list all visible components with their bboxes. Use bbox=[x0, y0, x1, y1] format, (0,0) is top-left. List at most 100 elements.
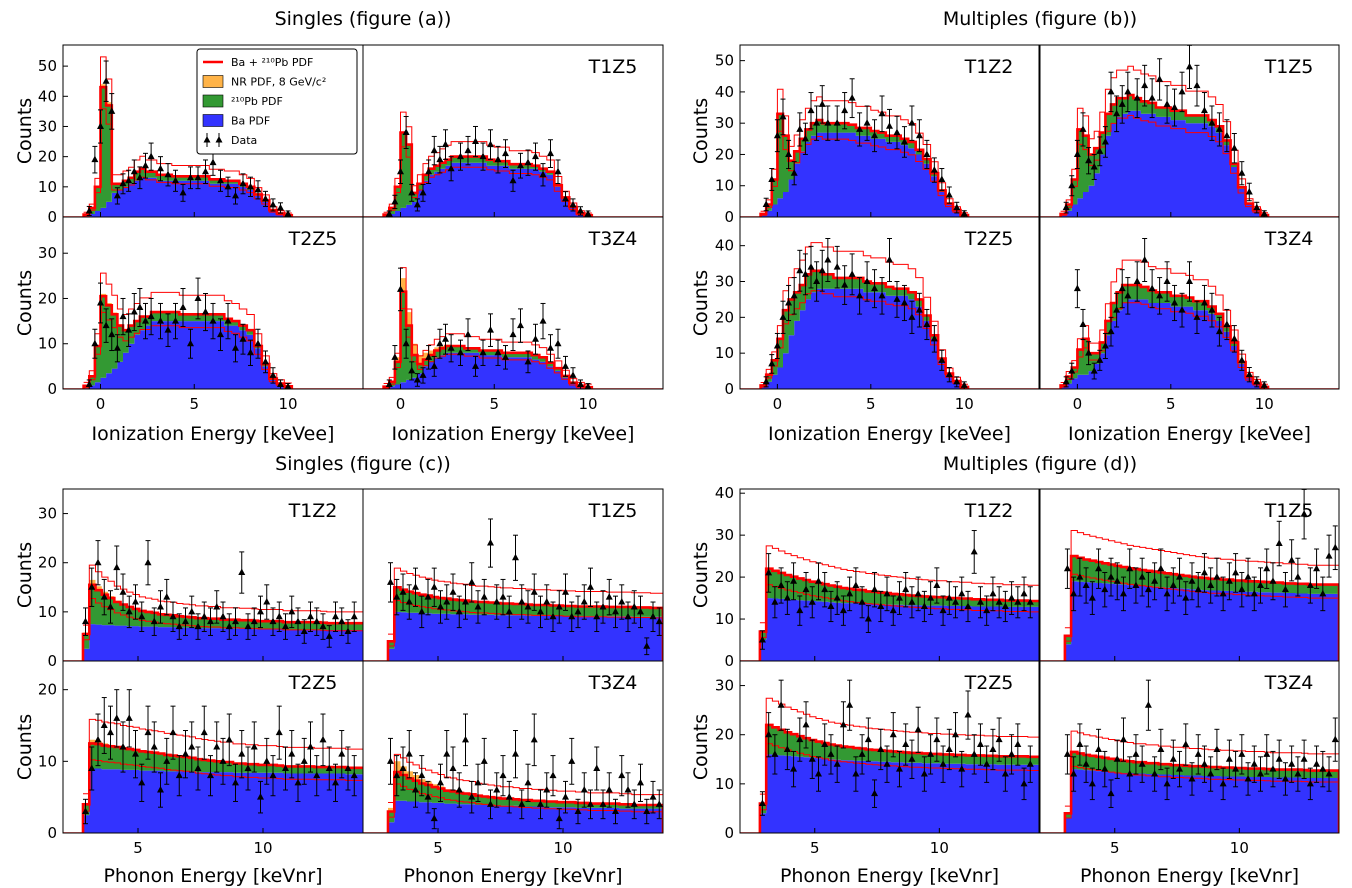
data-point bbox=[930, 325, 938, 353]
data-point bbox=[300, 619, 308, 644]
data-marker bbox=[412, 786, 419, 793]
data-point bbox=[147, 142, 155, 171]
data-point bbox=[269, 367, 277, 384]
data-marker bbox=[119, 588, 127, 595]
data-point bbox=[893, 115, 901, 150]
data-point bbox=[549, 601, 557, 633]
data-marker bbox=[182, 750, 189, 757]
ba-pdf-fill bbox=[1064, 769, 1339, 833]
data-point bbox=[217, 318, 224, 352]
data-point bbox=[282, 746, 289, 791]
data-marker bbox=[1208, 119, 1216, 126]
data-marker bbox=[824, 119, 832, 126]
panel-label: T2Z5 bbox=[288, 228, 338, 250]
total-pdf-upper-envelope bbox=[383, 111, 592, 214]
data-point bbox=[1088, 767, 1096, 801]
data-point bbox=[517, 152, 524, 179]
data-point bbox=[408, 183, 416, 202]
data-marker bbox=[1232, 568, 1240, 576]
legend-label: Ba + ²¹⁰Pb PDF bbox=[231, 56, 313, 69]
data-point bbox=[612, 798, 619, 825]
data-marker bbox=[824, 256, 832, 263]
data-marker bbox=[802, 720, 810, 728]
data-point bbox=[777, 567, 785, 604]
data-point bbox=[408, 361, 416, 381]
data-point bbox=[509, 318, 517, 352]
data-point bbox=[113, 334, 121, 363]
data-marker bbox=[649, 612, 657, 620]
data-point bbox=[447, 334, 455, 363]
data-point bbox=[1269, 750, 1277, 788]
data-marker bbox=[871, 131, 879, 139]
data-marker bbox=[1193, 81, 1201, 89]
data-point bbox=[1096, 136, 1104, 167]
data-point bbox=[1148, 269, 1156, 309]
data-marker bbox=[1073, 284, 1081, 292]
figure-group-1: Singles (figure (a))T1Z201020304050T1Z5T… bbox=[14, 8, 664, 445]
data-marker bbox=[462, 598, 469, 605]
data-marker bbox=[580, 598, 588, 605]
y-tick-label: 40 bbox=[715, 83, 734, 101]
data-marker bbox=[1107, 87, 1115, 95]
data-point bbox=[1238, 734, 1246, 775]
data-point bbox=[824, 105, 832, 141]
data-marker bbox=[217, 330, 224, 338]
data-marker bbox=[821, 585, 829, 593]
data-marker bbox=[554, 339, 562, 347]
data-marker bbox=[655, 800, 663, 807]
data-point bbox=[1253, 201, 1261, 214]
data-marker bbox=[487, 800, 494, 807]
data-point bbox=[164, 313, 172, 347]
data-marker bbox=[939, 760, 947, 767]
data-marker bbox=[773, 131, 781, 139]
data-marker bbox=[773, 342, 781, 349]
data-point bbox=[350, 755, 358, 797]
data-marker bbox=[802, 585, 810, 593]
data-point bbox=[150, 607, 158, 636]
data-point bbox=[543, 584, 551, 620]
data-marker bbox=[976, 598, 984, 605]
data-marker bbox=[833, 119, 841, 126]
data-point bbox=[100, 578, 108, 616]
data-point bbox=[239, 323, 247, 355]
data-marker bbox=[796, 735, 804, 743]
data-marker bbox=[878, 291, 886, 299]
y-tick-label: 40 bbox=[715, 237, 734, 255]
figure-group-3: Singles (figure (c)) T1Z2 0 10 20 30 T1Z5 T2Z5 0… bbox=[14, 453, 664, 887]
data-point bbox=[1288, 745, 1296, 783]
data-point bbox=[762, 197, 770, 212]
data-marker bbox=[813, 119, 821, 126]
x-axis-label: Phonon Energy [keVnr] bbox=[103, 865, 322, 887]
data-marker bbox=[119, 179, 127, 187]
data-marker bbox=[399, 588, 407, 595]
data-marker bbox=[125, 714, 133, 721]
data-point bbox=[1062, 376, 1070, 388]
panel-label: T2Z5 bbox=[964, 672, 1014, 694]
data-marker bbox=[1020, 779, 1028, 787]
data-marker bbox=[877, 745, 885, 752]
data-marker bbox=[532, 152, 539, 160]
data-point bbox=[889, 712, 897, 758]
data-marker bbox=[1157, 745, 1165, 752]
data-point bbox=[771, 734, 779, 775]
data-point bbox=[1151, 756, 1159, 792]
data-marker bbox=[1250, 760, 1258, 767]
data-marker bbox=[827, 750, 835, 757]
data-point bbox=[1182, 723, 1190, 766]
data-point bbox=[569, 198, 577, 212]
data-point bbox=[801, 122, 809, 155]
data-point bbox=[107, 590, 114, 624]
ba-pdf-fill bbox=[83, 624, 363, 661]
data-marker bbox=[1230, 334, 1238, 342]
data-point bbox=[952, 712, 960, 758]
data-marker bbox=[499, 593, 507, 600]
data-point bbox=[952, 586, 960, 619]
data-marker bbox=[927, 594, 935, 601]
data-point bbox=[464, 318, 472, 352]
data-point bbox=[1230, 325, 1238, 353]
data-point bbox=[244, 746, 252, 791]
data-marker bbox=[1306, 581, 1314, 588]
data-marker bbox=[612, 807, 619, 814]
data-point bbox=[113, 689, 121, 748]
y-tick-label: 30 bbox=[715, 526, 734, 544]
